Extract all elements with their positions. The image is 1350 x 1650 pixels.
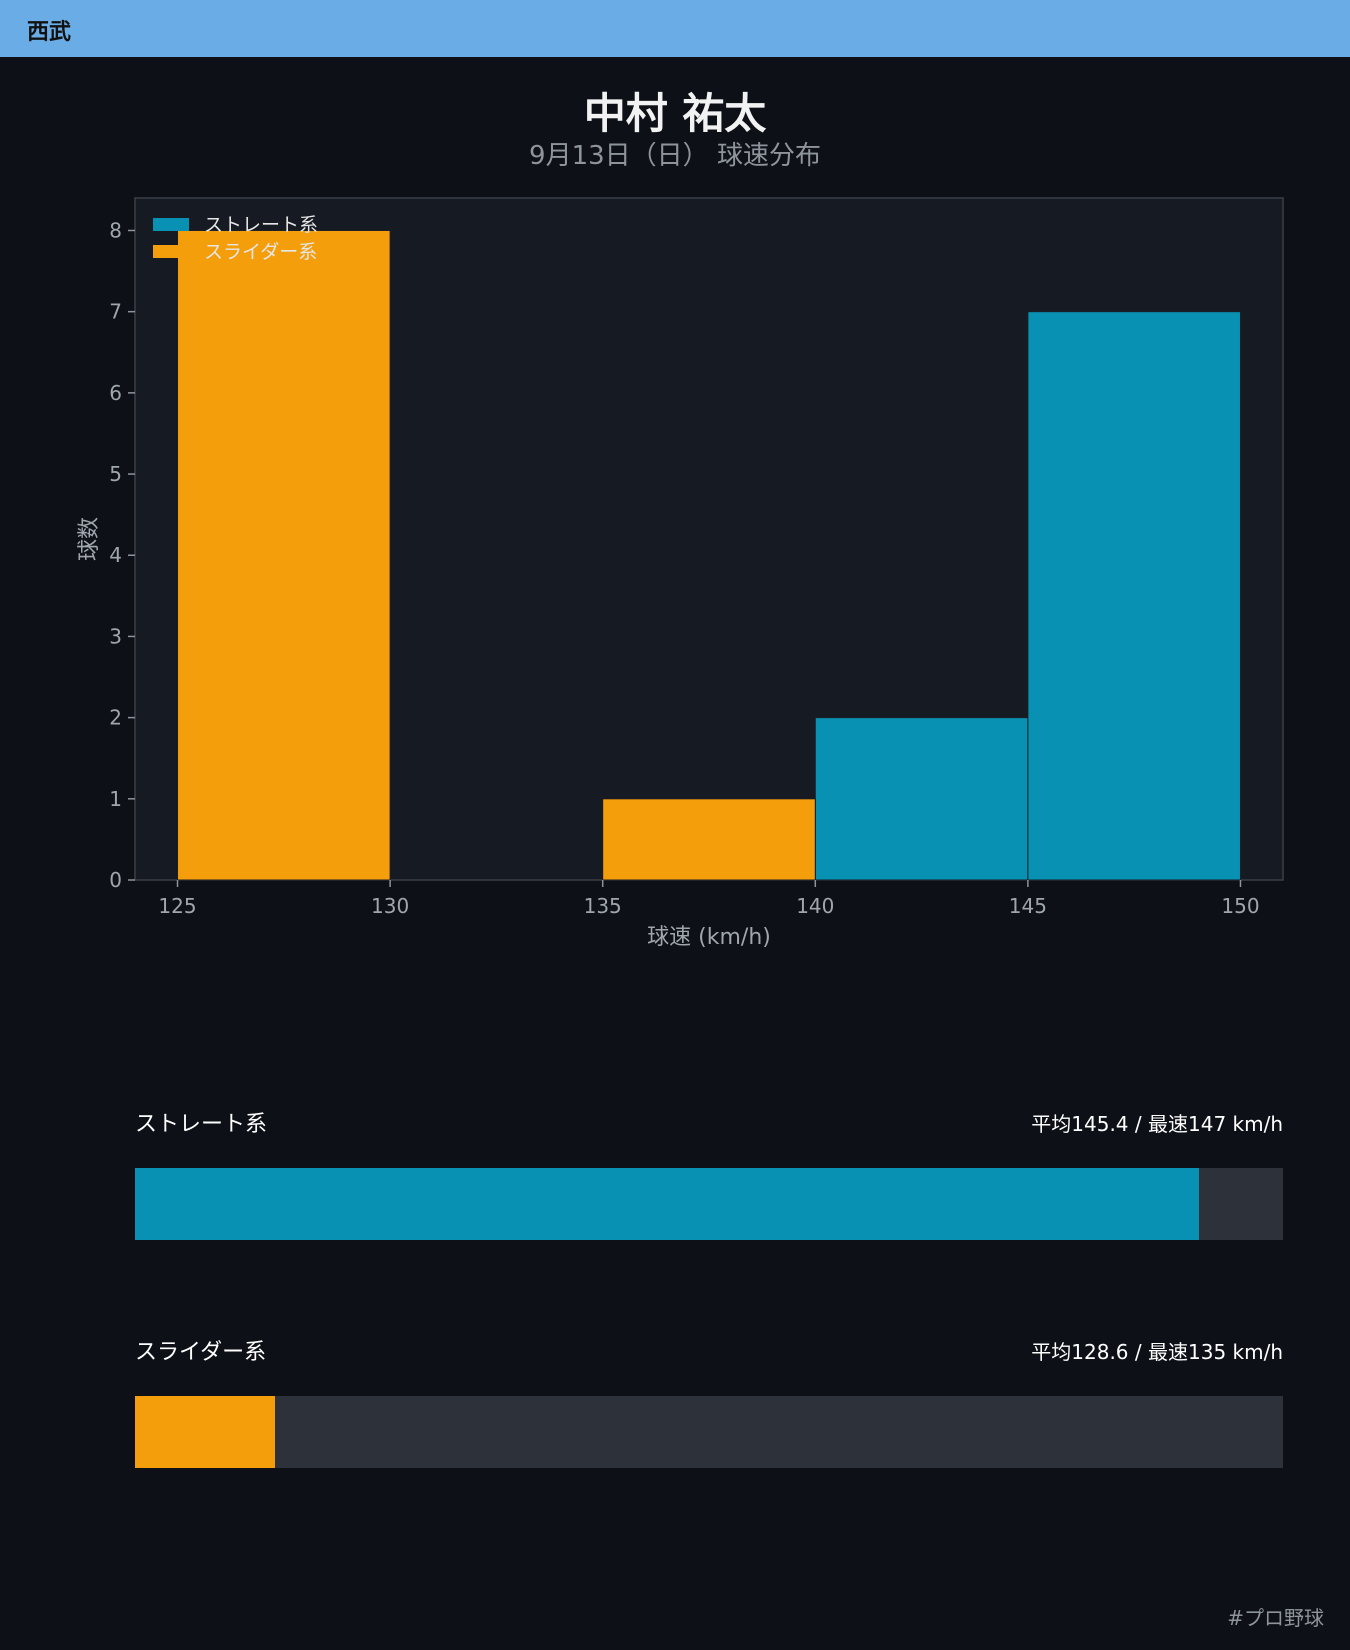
summary-stats-straight: 平均145.4 / 最速147 km/h xyxy=(1031,1112,1283,1136)
y-tick-label-7: 7 xyxy=(109,300,122,324)
legend-label-slider: スライダー系 xyxy=(204,241,317,263)
summary-label-straight: ストレート系 xyxy=(135,1112,268,1137)
x-tick-label-150: 150 xyxy=(1221,894,1259,918)
bar-slider-135 xyxy=(602,798,816,881)
y-tick-label-4: 4 xyxy=(109,543,122,567)
summary-label-slider: スライダー系 xyxy=(135,1340,267,1365)
y-tick-label-2: 2 xyxy=(109,706,122,730)
y-tick-label-3: 3 xyxy=(109,624,122,648)
header-bar: 西武 xyxy=(0,0,1350,57)
progress-track-slider xyxy=(135,1396,1283,1468)
y-tick-label-6: 6 xyxy=(109,381,122,405)
bar-slider-125 xyxy=(177,229,391,881)
velocity-histogram: 125 130 135 140 145 150 0 1 2 3 4 5 6 7 8 球速 (km/h) 球数 スト… xyxy=(77,197,1284,950)
player-name: 中村 祐太 xyxy=(583,89,767,138)
x-tick-label-125: 125 xyxy=(158,894,196,918)
team-name: 西武 xyxy=(27,20,72,45)
y-axis-label: 球数 xyxy=(77,517,102,561)
x-tick-label-135: 135 xyxy=(584,894,622,918)
legend-swatch-straight xyxy=(153,218,189,231)
progress-fill-straight xyxy=(135,1168,1200,1240)
summary-stats-slider: 平均128.6 / 最速135 km/h xyxy=(1031,1340,1283,1364)
x-tick-label-130: 130 xyxy=(371,894,409,918)
y-tick-label-8: 8 xyxy=(109,218,122,242)
y-tick-label-1: 1 xyxy=(109,787,122,811)
x-axis-label: 球速 (km/h) xyxy=(647,925,771,950)
y-tick-label-0: 0 xyxy=(109,868,122,892)
y-tick-label-5: 5 xyxy=(109,462,122,486)
x-tick-label-145: 145 xyxy=(1009,894,1047,918)
bar-straight-140 xyxy=(814,717,1029,881)
hashtag: #プロ野球 xyxy=(1227,1606,1324,1630)
legend-swatch-slider xyxy=(153,245,189,258)
x-tick-label-140: 140 xyxy=(796,894,834,918)
progress-track-straight xyxy=(135,1168,1283,1240)
legend-label-straight: ストレート系 xyxy=(204,214,318,236)
bar-straight-145 xyxy=(1027,311,1241,881)
chart-subtitle: 9月13日（日） 球速分布 xyxy=(529,141,821,171)
progress-fill-slider xyxy=(135,1396,276,1468)
